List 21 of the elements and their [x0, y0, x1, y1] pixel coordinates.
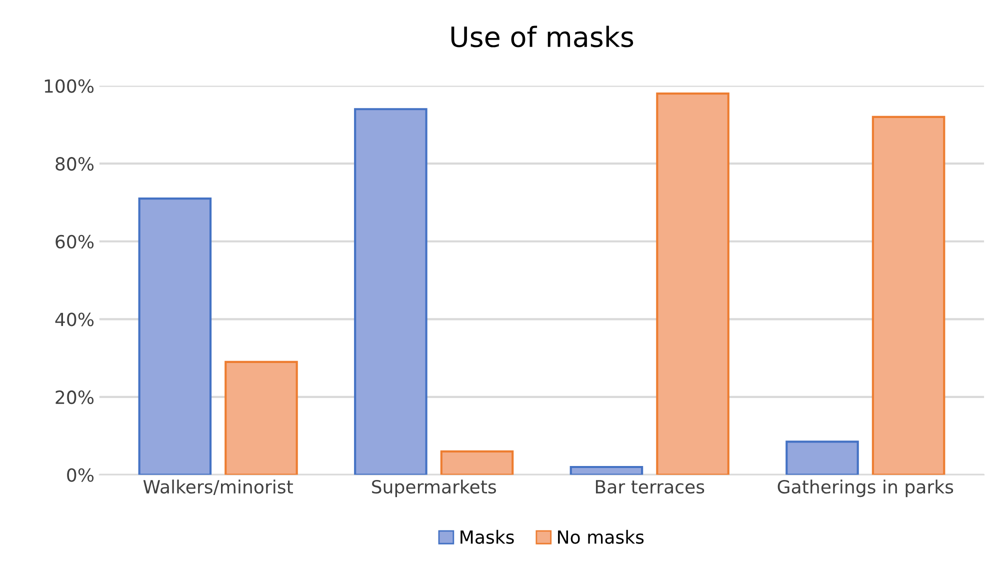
x-tick-label: Supermarkets — [372, 480, 496, 498]
bar — [872, 116, 946, 475]
y-tick-label: 0% — [67, 468, 94, 482]
bar — [570, 466, 644, 475]
y-tick-label: 40% — [55, 312, 94, 326]
legend-label: Masks — [460, 530, 514, 544]
bar — [224, 360, 298, 475]
y-tick-label: 100% — [44, 79, 94, 93]
bar — [656, 92, 730, 475]
x-tick-label: Walkers/minorist — [143, 480, 293, 496]
y-tick-label: 80% — [56, 157, 94, 171]
chart-title: Use of masks — [451, 26, 634, 48]
y-tick-label: 60% — [56, 234, 94, 248]
bar — [440, 450, 514, 475]
y-tick-label: 20% — [56, 390, 94, 404]
bar — [786, 440, 859, 475]
x-tick-label: Gatherings in parks — [778, 480, 954, 498]
legend-label: No masks — [558, 530, 644, 544]
bar — [354, 108, 428, 475]
bar — [138, 198, 212, 475]
x-tick-label: Bar terraces — [596, 480, 704, 494]
